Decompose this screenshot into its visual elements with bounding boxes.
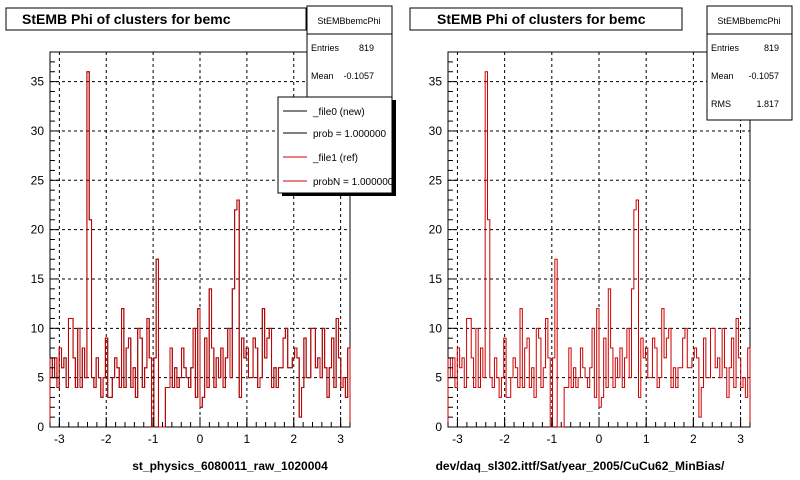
right-histogram-panel: StEMB Phi of clusters for bemc -3 -2 -1 0 1 2… xyxy=(409,5,793,473)
right-stats-entries-label: Entries xyxy=(711,43,740,53)
right-stats-mean-label: Mean xyxy=(711,71,734,81)
y-tick-label: 20 xyxy=(429,223,443,237)
left-x-axis-label: st_physics_6080011_raw_1020004 xyxy=(132,459,328,473)
x-tick-label: 1 xyxy=(643,432,650,446)
right-stats-box: StEMBbemcPhi Entries 819 Mean -0.1057 RM… xyxy=(706,5,793,121)
left-stats-entries: 819 xyxy=(359,43,374,53)
y-tick-label: 35 xyxy=(429,75,443,89)
right-stats-rms: 1.817 xyxy=(756,99,779,109)
y-tick-label: 15 xyxy=(31,272,45,286)
left-stats-mean: -0.1057 xyxy=(343,71,374,81)
x-tick-label: -3 xyxy=(54,432,65,446)
histogram-line--file1-ref- xyxy=(49,71,351,428)
left-stats-entries-label: Entries xyxy=(311,43,340,53)
left-histogram-panel: StEMB Phi of clusters for bemc -3 -2 -1 0 1 2… xyxy=(5,5,396,473)
legend-entry-file0: _file0 (new) xyxy=(312,107,365,118)
left-histogram-series xyxy=(49,71,351,428)
y-tick-label: 5 xyxy=(37,371,44,385)
right-title-box xyxy=(409,7,683,31)
left-title-box xyxy=(5,7,307,31)
x-tick-label: 0 xyxy=(596,432,603,446)
y-tick-label: 5 xyxy=(435,371,442,385)
x-tick-label: 1 xyxy=(244,432,251,446)
legend-entry-file1: _file1 (ref) xyxy=(312,153,358,164)
x-tick-label: -2 xyxy=(499,432,510,446)
right-x-axis-label: dev/daq_sl302.ittf/Sat/year_2005/CuCu62_… xyxy=(436,459,725,473)
legend-entry-probn: probN = 1.000000 xyxy=(313,177,394,188)
left-chart-title: StEMB Phi of clusters for bemc xyxy=(22,11,231,27)
right-stats-name: StEMBbemcPhi xyxy=(717,16,780,26)
histogram-line-series-0 xyxy=(447,71,751,428)
y-tick-label: 0 xyxy=(435,420,442,434)
right-stats-entries: 819 xyxy=(764,43,779,53)
right-chart-title: StEMB Phi of clusters for bemc xyxy=(437,11,646,27)
y-tick-label: 30 xyxy=(429,124,443,138)
x-tick-label: -1 xyxy=(546,432,557,446)
x-tick-label: 0 xyxy=(197,432,204,446)
y-tick-label: 15 xyxy=(429,272,443,286)
left-legend: _file0 (new) prob = 1.000000 _file1 (ref… xyxy=(277,96,396,196)
x-tick-label: 2 xyxy=(690,432,697,446)
y-tick-label: 25 xyxy=(31,173,45,187)
y-tick-label: 0 xyxy=(37,420,44,434)
x-tick-label: -2 xyxy=(101,432,112,446)
x-tick-label: -3 xyxy=(452,432,463,446)
right-stats-rms-label: RMS xyxy=(711,99,731,109)
y-tick-label: 30 xyxy=(31,124,45,138)
left-stats-box: StEMBbemcPhi Entries 819 Mean -0.1057 xyxy=(306,5,393,107)
right-stats-mean: -0.1057 xyxy=(748,71,779,81)
y-tick-label: 20 xyxy=(31,223,45,237)
left-stats-mean-label: Mean xyxy=(311,71,334,81)
y-tick-label: 35 xyxy=(31,75,45,89)
y-tick-label: 25 xyxy=(429,173,443,187)
left-stats-name: StEMBbemcPhi xyxy=(317,16,380,26)
x-tick-label: -1 xyxy=(148,432,159,446)
right-histogram-series xyxy=(447,71,751,428)
y-tick-label: 10 xyxy=(31,321,45,335)
x-tick-label: 3 xyxy=(337,432,344,446)
y-tick-label: 10 xyxy=(429,321,443,335)
legend-entry-prob: prob = 1.000000 xyxy=(313,129,387,140)
x-tick-label: 2 xyxy=(290,432,297,446)
x-tick-label: 3 xyxy=(737,432,744,446)
